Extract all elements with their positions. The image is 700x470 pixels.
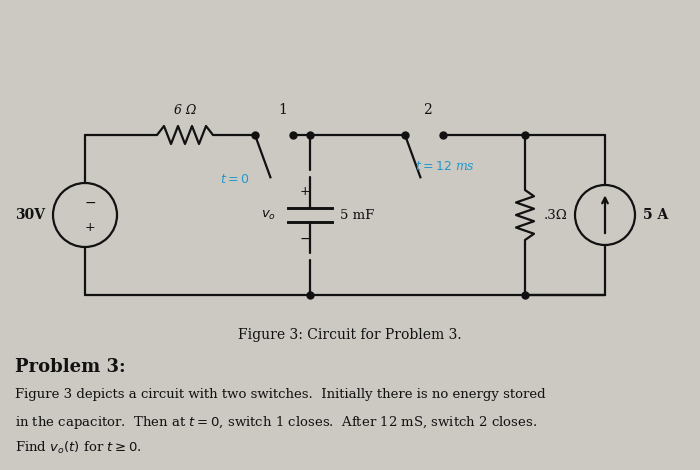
- Text: $v_o$: $v_o$: [261, 209, 276, 221]
- Text: Figure 3: Circuit for Problem 3.: Figure 3: Circuit for Problem 3.: [238, 328, 462, 342]
- Text: Figure 3 depicts a circuit with two switches.  Initially there is no energy stor: Figure 3 depicts a circuit with two swit…: [15, 388, 545, 401]
- Text: $t=12$ ms: $t=12$ ms: [415, 160, 475, 173]
- Text: 6 Ω: 6 Ω: [174, 104, 196, 117]
- Text: Find $v_o(t)$ for $t \geq 0$.: Find $v_o(t)$ for $t \geq 0$.: [15, 440, 141, 456]
- Text: −: −: [299, 232, 311, 246]
- Text: Problem 3:: Problem 3:: [15, 358, 125, 376]
- Text: 30V: 30V: [15, 208, 45, 222]
- Text: $t=0$: $t=0$: [220, 173, 249, 186]
- Text: .3Ω: .3Ω: [544, 209, 568, 221]
- Text: −: −: [84, 196, 96, 210]
- Text: in the capacitor.  Then at $t = 0$, switch 1 closes.  After 12 mS, switch 2 clos: in the capacitor. Then at $t = 0$, switc…: [15, 414, 538, 431]
- Text: 2: 2: [423, 103, 431, 117]
- Text: 5 mF: 5 mF: [340, 209, 374, 221]
- Text: 1: 1: [279, 103, 288, 117]
- Text: 5 A: 5 A: [643, 208, 668, 222]
- Text: +: +: [85, 220, 95, 234]
- Text: +: +: [300, 185, 310, 198]
